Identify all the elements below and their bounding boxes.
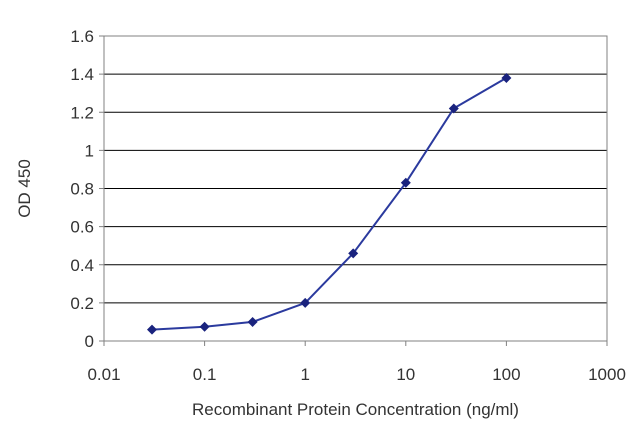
axes	[99, 35, 608, 346]
x-tick-label-1: 0.1	[193, 365, 217, 384]
y-tick-label-6: 1.2	[70, 103, 94, 122]
series-line-0	[151, 77, 507, 331]
x-tick-label-5: 1000	[588, 365, 626, 384]
y-axis-title: OD 450	[15, 159, 34, 218]
x-axis-title: Recombinant Protein Concentration (ng/ml…	[192, 400, 519, 419]
y-tick-label-5: 1	[85, 141, 94, 160]
y-tick-label-2: 0.4	[70, 256, 94, 275]
data-point-2	[247, 316, 258, 327]
y-tick-labels: 0 0.2 0.4 0.6 0.8 1 1.2 1.4 1.6	[70, 27, 94, 351]
y-tick-label-8: 1.6	[70, 27, 94, 46]
y-tick-label-4: 0.8	[70, 180, 94, 199]
y-tick-label-1: 0.2	[70, 294, 94, 313]
data-point-4	[348, 248, 359, 259]
y-tick-label-7: 1.4	[70, 65, 94, 84]
data-point-3	[300, 297, 311, 308]
y-tick-label-3: 0.6	[70, 218, 94, 237]
x-tick-label-0: 0.01	[87, 365, 120, 384]
x-tick-label-2: 1	[300, 365, 309, 384]
data-point-6	[448, 103, 459, 114]
y-tick-label-0: 0	[85, 332, 94, 351]
series-layer	[146, 72, 512, 335]
gridlines	[104, 35, 607, 304]
data-point-5	[400, 177, 411, 188]
x-tick-label-3: 10	[396, 365, 415, 384]
x-tick-label-4: 100	[492, 365, 520, 384]
data-point-7	[501, 72, 512, 83]
data-point-0	[146, 324, 157, 335]
x-tick-labels: 0.01 0.1 1 10 100 1000	[87, 365, 625, 384]
data-point-1	[199, 321, 210, 332]
